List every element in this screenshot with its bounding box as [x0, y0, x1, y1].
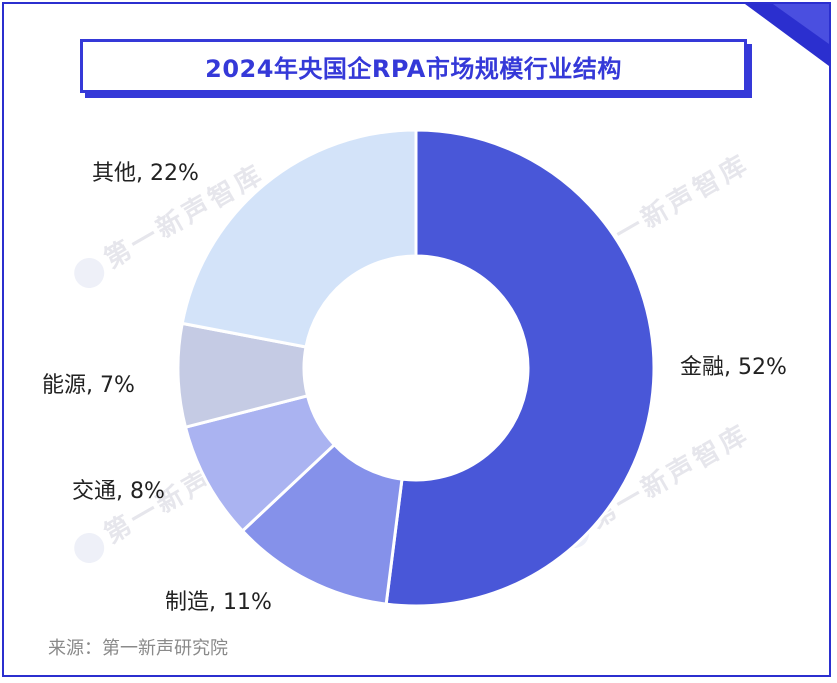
donut-slice-4: [180, 128, 418, 349]
slice-label-3: 能源, 7%: [42, 373, 135, 398]
source-note: 来源：第一新声研究院: [48, 638, 228, 659]
chart-title-box: 2024年央国企RPA市场规模行业结构: [80, 39, 747, 93]
slice-label-1: 制造, 11%: [165, 590, 272, 615]
slice-label-2: 交通, 8%: [72, 479, 165, 504]
slice-label-4: 其他, 22%: [92, 161, 199, 186]
chart-title: 2024年央国企RPA市场规模行业结构: [205, 54, 622, 83]
corner-decoration-inner: [773, 4, 829, 44]
donut-slice-0: [384, 128, 656, 608]
slice-label-0: 金融, 52%: [680, 355, 787, 380]
